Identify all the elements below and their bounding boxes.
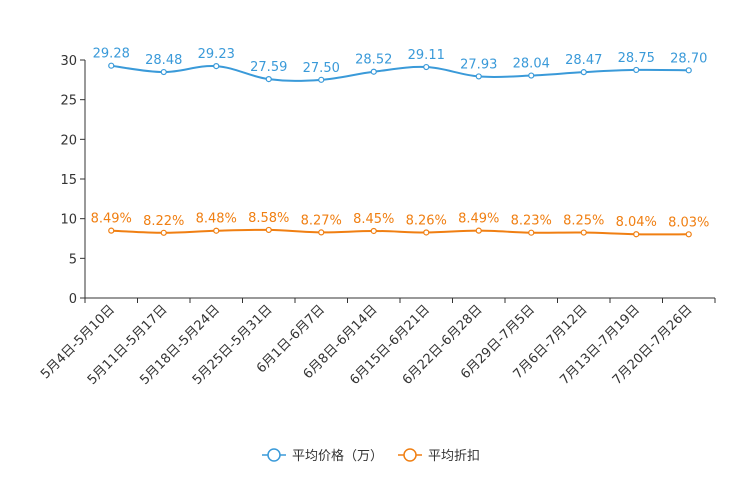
data-label: 8.23% <box>511 214 552 229</box>
y-tick-label: 30 <box>60 54 77 69</box>
data-point[interactable] <box>265 226 272 234</box>
y-tick-label: 25 <box>60 94 77 109</box>
series-1: 8.49% 8.22% 8.48% 8.58% 8.27% 8.45% 8.26% 8.49%… <box>91 211 709 238</box>
series-layer: 29.28 28.48 29.23 27.59 27.50 28.52 29.11 27.93… <box>91 47 709 238</box>
data-point[interactable] <box>528 72 535 79</box>
data-point[interactable] <box>265 76 272 83</box>
data-label: 28.04 <box>513 57 550 72</box>
data-label: 27.59 <box>250 60 287 75</box>
data-point[interactable] <box>580 229 587 236</box>
series-0: 29.28 28.48 29.23 27.59 27.50 28.52 29.11 27.93… <box>93 47 707 83</box>
legend[interactable]: 平均价格（万） 平均折扣 <box>262 448 480 464</box>
data-label: 28.75 <box>618 51 655 66</box>
data-label: 8.26% <box>406 213 447 228</box>
series-line <box>111 64 689 82</box>
data-label: 28.70 <box>670 51 707 66</box>
data-point[interactable] <box>160 229 167 236</box>
data-point[interactable] <box>580 69 587 76</box>
data-label: 8.49% <box>458 212 499 227</box>
data-label: 8.27% <box>301 213 342 228</box>
legend-item-1[interactable]: 平均折扣 <box>398 448 480 464</box>
data-label: 8.49% <box>91 212 132 227</box>
data-point[interactable] <box>633 231 640 238</box>
data-point[interactable] <box>685 67 692 74</box>
data-point[interactable] <box>370 227 377 235</box>
data-point[interactable] <box>213 227 220 234</box>
legend-item-0[interactable]: 平均价格（万） <box>262 448 383 464</box>
data-point[interactable] <box>423 63 430 71</box>
data-point[interactable] <box>370 68 377 75</box>
data-label: 28.47 <box>565 53 602 68</box>
y-tick-label: 10 <box>60 213 77 228</box>
data-point[interactable] <box>318 76 325 83</box>
data-label: 8.04% <box>616 215 657 230</box>
data-label: 27.93 <box>460 57 497 72</box>
series-line <box>111 228 689 236</box>
data-label: 28.48 <box>145 53 182 68</box>
data-label: 8.03% <box>668 215 709 230</box>
legend-marker-icon <box>267 448 281 462</box>
data-label: 29.23 <box>198 47 235 62</box>
data-label: 8.48% <box>196 212 237 227</box>
data-label: 8.25% <box>563 214 604 229</box>
data-label: 27.50 <box>303 61 340 76</box>
data-label: 28.52 <box>355 53 392 68</box>
y-tick-label: 5 <box>69 252 77 267</box>
data-point[interactable] <box>423 229 430 236</box>
data-point[interactable] <box>475 73 482 80</box>
data-label: 8.22% <box>143 214 184 229</box>
data-point[interactable] <box>318 229 325 236</box>
legend-label: 平均价格（万） <box>292 448 383 464</box>
data-point[interactable] <box>633 66 640 74</box>
y-tick-label: 0 <box>69 292 77 307</box>
data-label: 29.11 <box>408 48 445 63</box>
data-point[interactable] <box>528 229 535 236</box>
data-point[interactable] <box>685 231 692 238</box>
data-label: 8.45% <box>353 212 394 227</box>
data-label: 8.58% <box>248 211 289 226</box>
data-point[interactable] <box>108 227 115 234</box>
legend-marker-icon <box>403 448 417 462</box>
legend-label: 平均折扣 <box>428 449 480 464</box>
y-tick-label: 15 <box>60 173 77 188</box>
data-point[interactable] <box>213 63 220 70</box>
data-label: 29.28 <box>93 47 130 62</box>
data-point[interactable] <box>160 68 167 76</box>
data-point[interactable] <box>108 62 115 69</box>
y-tick-label: 20 <box>60 133 77 148</box>
data-point[interactable] <box>475 227 482 234</box>
